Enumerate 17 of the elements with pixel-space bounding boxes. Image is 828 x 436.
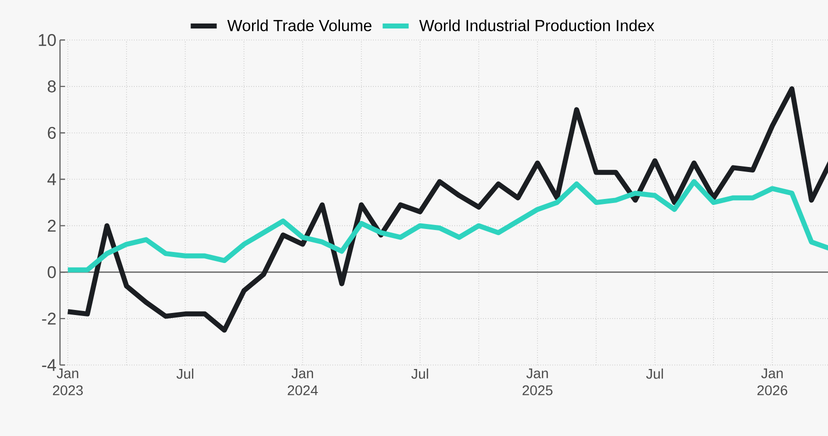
y-tick-label: 2: [48, 220, 56, 232]
y-tick-label: 6: [48, 126, 56, 139]
x-tick-label: Jan 2026: [757, 368, 788, 396]
y-tick-label: 8: [48, 80, 56, 92]
x-tick-label: Jul: [646, 368, 663, 379]
y-tick-label: 4: [47, 173, 56, 186]
legend-label: World Industrial Production Index: [419, 19, 654, 32]
y-tick-label: 10: [38, 34, 56, 46]
x-tick-label: Jan 2023: [52, 368, 83, 396]
x-tick-label: Jul: [411, 368, 428, 379]
y-tick-label: 0: [48, 266, 56, 278]
x-tick-label: Jul: [176, 368, 194, 379]
y-tick-label: -2: [42, 312, 56, 325]
x-tick-label: Jan 2024: [288, 368, 318, 396]
x-tick-label: Jan 2025: [522, 368, 552, 396]
y-tick-label: -4: [42, 359, 56, 371]
legend-label: World Trade Volume: [227, 19, 372, 32]
